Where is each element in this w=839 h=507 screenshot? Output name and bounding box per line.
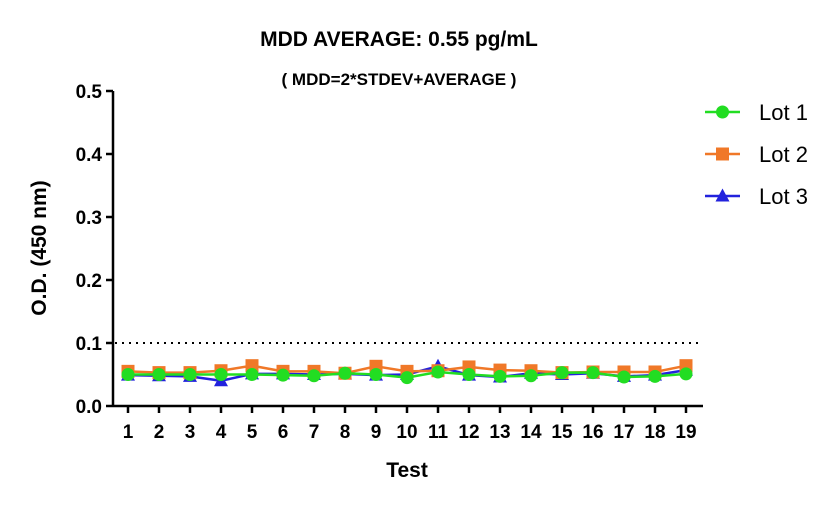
x-tick-label: 16 [582,422,603,443]
legend-item-lot-2: Lot 2 [705,142,808,167]
data-point-lot-1 [586,366,600,380]
y-tick-label: 0.1 [76,334,103,355]
legend-label-lot-1: Lot 1 [759,100,808,125]
x-tick-label: 10 [396,422,417,443]
data-point-lot-1 [338,366,352,380]
legend-marker-lot-3 [715,188,730,202]
data-point-lot-1 [245,368,259,381]
x-tick-label: 14 [520,422,542,443]
x-tick-label: 18 [644,422,665,443]
data-point-lot-1 [555,366,569,380]
x-tick-label: 11 [428,422,449,443]
chart-subtitle: ( MDD=2*STDEV+AVERAGE ) [282,70,517,89]
data-point-lot-1 [493,369,507,383]
y-tick-label: 0.4 [76,145,103,166]
x-tick-label: 13 [489,422,510,443]
data-point-lot-1 [648,369,662,383]
data-point-lot-1 [214,368,228,381]
x-tick-label: 5 [247,422,258,443]
data-point-lot-1 [431,365,445,379]
data-point-lot-1 [524,369,538,383]
data-point-lot-1 [183,368,197,381]
x-tick-label: 9 [371,422,382,443]
x-axis-label: Test [386,459,428,482]
x-tick-label: 17 [613,422,634,443]
x-tick-label: 3 [185,422,196,443]
data-point-lot-1 [152,368,166,381]
x-tick-label: 12 [458,422,479,443]
legend-label-lot-3: Lot 3 [759,184,808,209]
data-point-lot-1 [617,370,631,384]
data-point-lot-1 [276,368,290,382]
legend-item-lot-1: Lot 1 [705,100,808,125]
y-tick-label: 0.3 [76,208,102,229]
data-point-lot-1 [307,369,321,383]
y-tick-label: 0.2 [76,271,102,292]
x-tick-label: 6 [278,422,289,443]
legend: Lot 1 Lot 2 Lot 3 [705,100,808,209]
x-tick-label: 2 [154,422,165,443]
chart-title: MDD AVERAGE: 0.55 pg/mL [260,28,538,51]
x-tick-label: 15 [551,422,573,443]
x-tick-label: 19 [675,422,696,443]
legend-marker-lot-2 [716,147,729,161]
y-tick-label: 0.0 [76,397,102,418]
data-point-lot-1 [121,368,135,381]
data-point-lot-1 [462,368,476,381]
legend-item-lot-3: Lot 3 [705,184,808,209]
x-tick-label: 1 [123,422,134,443]
series-layer [121,358,693,387]
legend-marker-lot-1 [716,105,729,119]
x-tick-label: 4 [216,422,227,443]
x-tick-label: 8 [340,422,351,443]
data-point-lot-1 [369,368,383,381]
y-axis-label: O.D. (450 nm) [28,180,51,315]
x-tick-label: 7 [309,422,320,443]
series-lot-1 [121,365,693,385]
axes: 0.00.10.20.30.40.51 2 3 4 5 6 7 8 9 10 11 12 13 14 15 1… [76,82,703,443]
data-point-lot-1 [400,371,414,385]
y-tick-label: 0.5 [76,82,103,103]
legend-label-lot-2: Lot 2 [759,142,808,167]
data-point-lot-1 [679,367,693,381]
